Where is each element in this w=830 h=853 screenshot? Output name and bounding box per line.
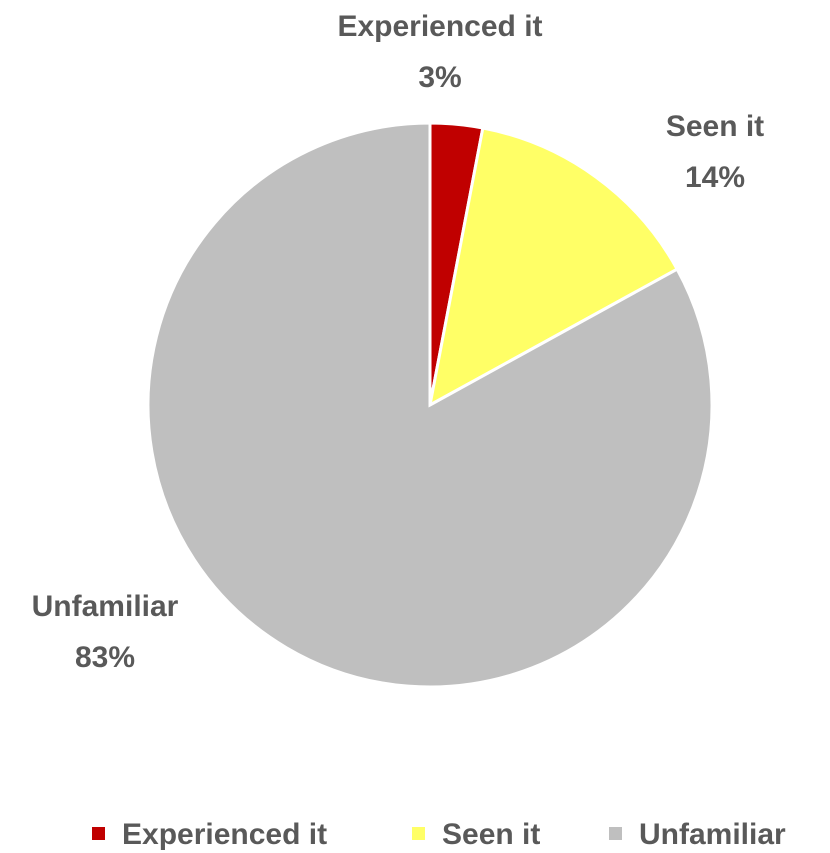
legend-swatch [609, 827, 622, 840]
pie-slice [146, 121, 714, 689]
slice-category-label: Seen it [666, 110, 764, 143]
legend-label: Seen it [442, 818, 540, 851]
slice-value-label: 3% [418, 61, 461, 94]
legend-swatch [412, 827, 425, 840]
slice-value-label: 14% [685, 161, 745, 194]
slice-category-label: Experienced it [337, 10, 542, 43]
slice-value-label: 83% [75, 641, 135, 674]
legend-swatch [92, 827, 105, 840]
slice-category-label: Unfamiliar [32, 590, 179, 623]
legend-label: Unfamiliar [639, 818, 786, 851]
pie-slice [427, 126, 680, 408]
legend-label: Experienced it [122, 818, 327, 851]
